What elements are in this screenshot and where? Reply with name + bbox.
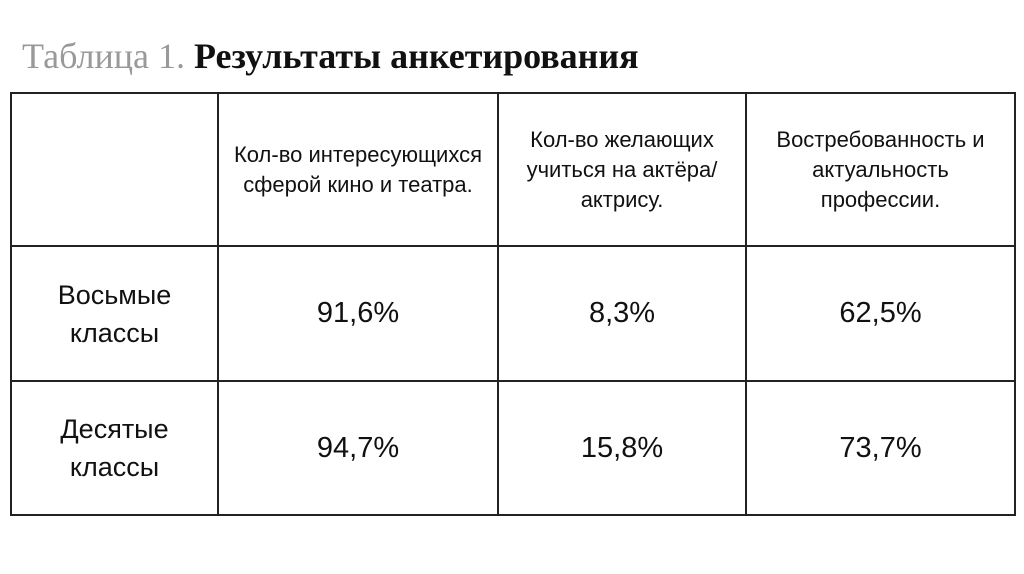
data-row: Восьмые классы 91,6% 8,3% 62,5% [10, 245, 1016, 382]
row-label-text: Восьмые классы [57, 279, 172, 348]
column-header: Кол-во интересующихся сферой кино и теат… [217, 92, 499, 247]
data-row: Десятые классы 94,7% 15,8% 73,7% [10, 380, 1016, 516]
cell: 94,7% [217, 380, 499, 516]
row-label: Десятые классы [10, 380, 219, 516]
column-header-text: Востребованность и актуальность професси… [776, 126, 985, 212]
empty-cell [10, 92, 219, 247]
table-title: Результаты анкетирования [193, 36, 639, 76]
results-table: Кол-во интересующихся сферой кино и теат… [10, 92, 1016, 516]
row-label: Восьмые классы [10, 245, 219, 382]
cell: 15,8% [497, 380, 747, 516]
header-row: Кол-во интересующихся сферой кино и теат… [10, 92, 1016, 247]
heading: Таблица 1. Результаты анкетирования [22, 34, 639, 78]
cell: 8,3% [497, 245, 747, 382]
cell: 62,5% [745, 245, 1016, 382]
cell: 91,6% [217, 245, 499, 382]
row-label-text: Десятые классы [60, 414, 169, 482]
table-label: Таблица 1. [22, 36, 185, 76]
column-header-text: Кол-во желающих учиться на актёра/актрис… [526, 126, 718, 212]
column-header-text: Кол-во интересующихся сферой кино и теат… [233, 141, 483, 197]
cell: 73,7% [745, 380, 1016, 516]
column-header: Кол-во желающих учиться на актёра/актрис… [497, 92, 747, 247]
column-header: Востребованность и актуальность професси… [745, 92, 1016, 247]
